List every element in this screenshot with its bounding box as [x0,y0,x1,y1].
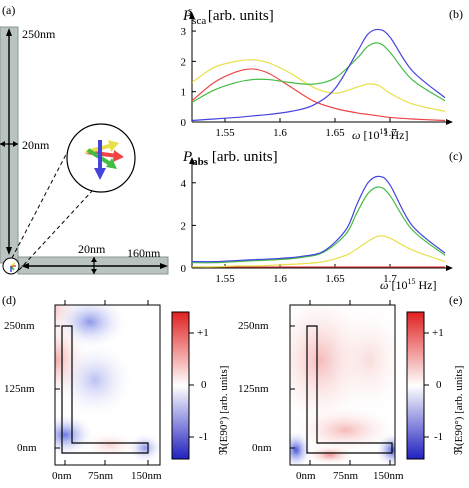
e-cbar-tick-0: +1 [432,327,444,339]
colorbar-e [406,311,425,460]
e-cbar-tick-1: 0 [436,379,442,391]
panel-b-xtick-label: 1.6 [273,127,287,139]
e-cbar-tick-2: -1 [434,431,444,443]
d-xtick-1: 75nm [88,470,114,482]
d-cbar-tick-0: +1 [197,327,209,339]
panel-c-series-3 [191,175,446,263]
e-xtick-1: 75nm [333,470,359,482]
d-ytick-2: 0nm [17,442,37,454]
panel-b-series-3 [191,28,446,122]
d-xtick-2: 150nm [131,470,162,482]
e-ytick-0: 250nm [238,320,269,332]
e-ytick-2: 0nm [252,442,272,454]
panel-b-ytick-label: 2 [181,56,187,68]
panel-c-xtick-label: 1.6 [273,273,287,285]
dipole-arrows-icon [85,140,124,180]
colorbar-d [171,311,190,460]
panel-c-series-1 [191,235,446,268]
d-cbar-tick-1: 0 [201,379,207,391]
panel-c-ytick-label: 4 [181,178,187,190]
panel-c-xtick-label: 1.7 [383,273,397,285]
l-outline-d [61,325,149,454]
e-colorbar-label: ℜ(E90°) [arb. units] [453,365,465,455]
panel-b-ytick-label: 1 [181,87,187,99]
panel-b-ylabel: Pscas [arb. units] [183,6,274,27]
panel-b-xtick-label: 1.65 [325,127,345,139]
panel-label-b: (b) [449,7,463,21]
panel-b-series-1 [191,68,446,122]
panel-label-d: (d) [2,293,16,307]
panel-label-c: (c) [449,149,463,163]
panel-c-xlabel: ω [1015 Hz] [380,277,437,292]
d-ytick-1: 125nm [4,383,35,395]
panel-c-xtick-label: 1.65 [325,273,345,285]
dim-horizontal-length: 160nm [127,246,161,260]
panel-b-ytick-label: 3 [181,26,187,38]
d-cbar-tick-2: -1 [199,431,209,443]
panel-b-xtick-label: 1.55 [215,127,235,139]
e-ytick-1: 125nm [238,383,269,395]
dim-vertical-width: 20nm [22,138,50,152]
l-outline-e [306,325,393,454]
panel-c-xtick-label: 1.55 [215,273,235,285]
panel-c-ytick-label: 2 [181,220,187,232]
d-colorbar-label: ℜ(E90°) [arb. units] [218,365,230,455]
panel-c-ylabel: Pabs [arb. units] [183,149,278,169]
panel-b-ytick-label: 0 [181,117,187,129]
e-xtick-2: 150nm [373,470,404,482]
panel-label-a: (a) [2,3,16,17]
dim-vertical-length: 250nm [22,27,56,41]
panel-b-series-0 [191,59,446,112]
panel-label-e: (e) [449,293,463,307]
panel-b-series-2 [191,42,446,103]
e-xtick-0: 0nm [296,470,316,482]
dim-horizontal-width: 20nm [78,242,106,256]
panel-b-xlabel: ω [1015 Hz] [352,127,409,142]
panel-c-ytick-label: 0 [181,263,187,275]
panel-c-series-2 [191,186,446,264]
panel-b-xtick-label: 1.7 [383,127,397,139]
d-ytick-0: 250nm [4,320,35,332]
d-xtick-0: 0nm [52,470,72,482]
